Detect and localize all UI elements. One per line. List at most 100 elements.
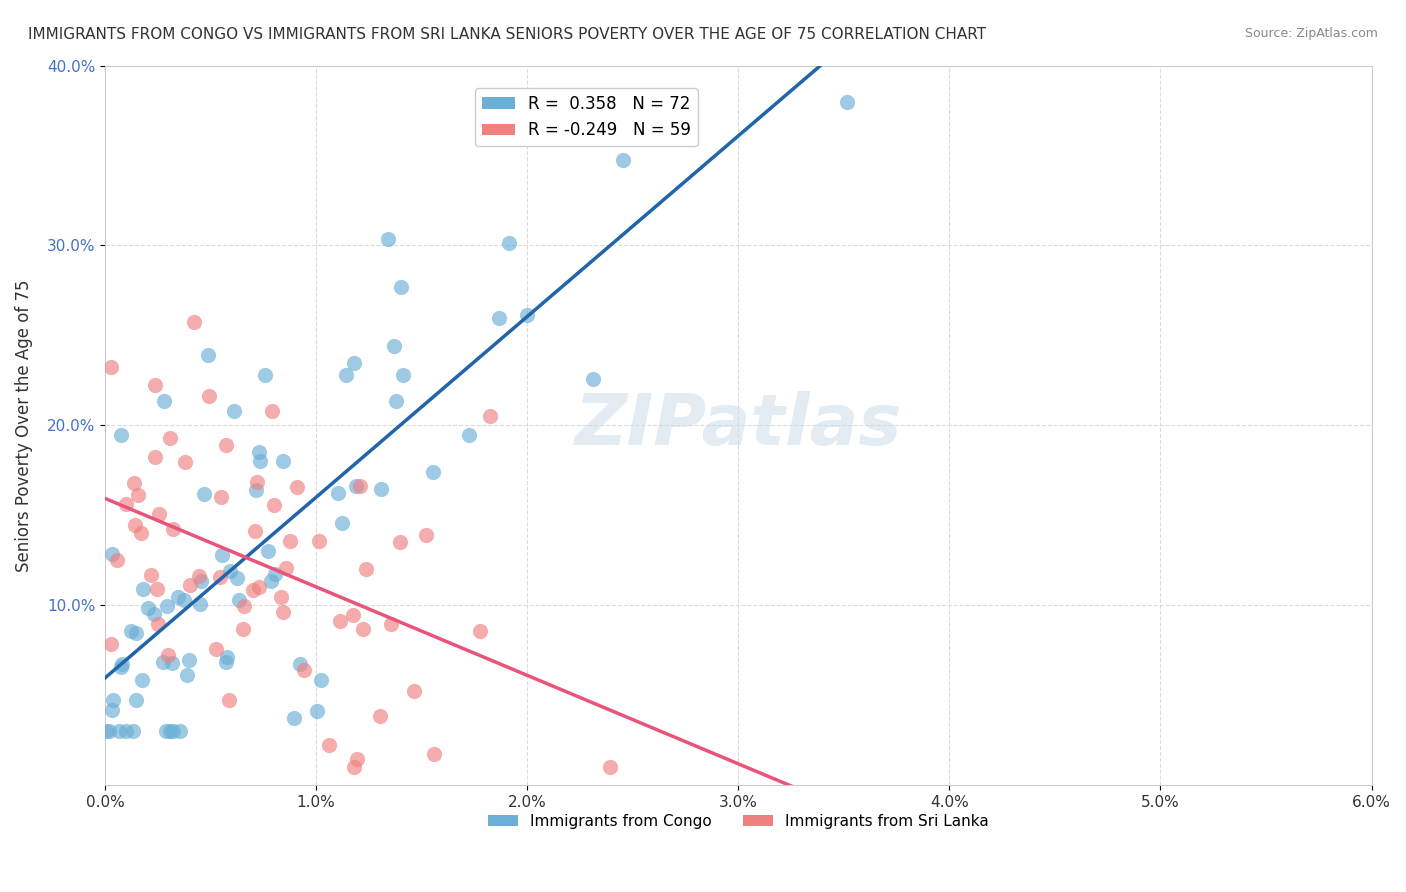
Immigrants from Congo [247,445,270,459]
Immigrants from Congo [169,724,191,739]
Immigrants from Congo [290,657,312,672]
Immigrants from Sri Lanka [115,497,138,511]
Immigrants from Congo [110,660,132,674]
Immigrants from Sri Lanka [174,455,197,469]
Immigrants from Sri Lanka [263,499,285,513]
Immigrants from Congo [389,280,412,294]
Immigrants from Sri Lanka [342,608,364,623]
Immigrants from Congo [197,348,219,362]
Immigrants from Congo [498,235,520,250]
Immigrants from Congo [612,153,634,167]
Immigrants from Sri Lanka [271,605,294,619]
Immigrants from Sri Lanka [402,684,425,698]
Immigrants from Congo [121,724,143,739]
Immigrants from Congo [152,655,174,669]
Text: IMMIGRANTS FROM CONGO VS IMMIGRANTS FROM SRI LANKA SENIORS POVERTY OVER THE AGE : IMMIGRANTS FROM CONGO VS IMMIGRANTS FROM… [28,27,986,42]
Immigrants from Congo [143,607,166,622]
Immigrants from Sri Lanka [162,522,184,536]
Immigrants from Congo [224,404,246,418]
Immigrants from Congo [226,570,249,584]
Immigrants from Sri Lanka [246,475,269,490]
Immigrants from Sri Lanka [380,617,402,632]
Immigrants from Congo [97,724,120,739]
Immigrants from Sri Lanka [146,582,169,596]
Immigrants from Congo [332,516,354,531]
Immigrants from Congo [193,487,215,501]
Immigrants from Congo [108,724,131,739]
Immigrants from Sri Lanka [479,409,502,424]
Immigrants from Sri Lanka [215,438,238,452]
Immigrants from Congo [188,597,211,611]
Text: ZIPatlas: ZIPatlas [575,391,903,460]
Immigrants from Sri Lanka [131,525,153,540]
Immigrants from Congo [159,724,181,739]
Immigrants from Sri Lanka [389,534,412,549]
Text: Source: ZipAtlas.com: Source: ZipAtlas.com [1244,27,1378,40]
Immigrants from Sri Lanka [127,488,149,502]
Immigrants from Sri Lanka [354,562,377,576]
Immigrants from Congo [392,368,415,383]
Immigrants from Congo [328,485,350,500]
Immigrants from Sri Lanka [346,752,368,766]
Immigrants from Sri Lanka [349,478,371,492]
Immigrants from Sri Lanka [143,377,166,392]
Immigrants from Congo [343,355,366,369]
Immigrants from Congo [124,693,146,707]
Immigrants from Congo [260,574,283,589]
Immigrants from Congo [370,482,392,496]
Immigrants from Congo [173,592,195,607]
Immigrants from Sri Lanka [470,624,492,639]
Immigrants from Sri Lanka [247,580,270,594]
Immigrants from Congo [384,394,406,409]
Immigrants from Sri Lanka [146,616,169,631]
Immigrants from Congo [283,711,305,725]
Immigrants from Congo [835,95,858,109]
Immigrants from Sri Lanka [329,615,352,629]
Immigrants from Congo [120,624,142,638]
Immigrants from Congo [309,673,332,687]
Immigrants from Sri Lanka [145,450,167,464]
Immigrants from Congo [516,308,538,322]
Immigrants from Congo [156,599,179,613]
Immigrants from Sri Lanka [141,568,163,582]
Immigrants from Sri Lanka [352,622,374,636]
Immigrants from Sri Lanka [187,569,209,583]
Immigrants from Sri Lanka [211,490,233,504]
Immigrants from Sri Lanka [242,582,264,597]
Immigrants from Congo [162,724,184,739]
Immigrants from Congo [335,368,357,383]
Immigrants from Congo [488,310,510,325]
Immigrants from Sri Lanka [198,389,221,403]
Legend: Immigrants from Congo, Immigrants from Sri Lanka: Immigrants from Congo, Immigrants from S… [481,808,995,835]
Immigrants from Congo [344,479,367,493]
Immigrants from Congo [125,626,148,640]
Immigrants from Sri Lanka [243,524,266,538]
Immigrants from Sri Lanka [159,431,181,445]
Immigrants from Congo [218,564,240,578]
Immigrants from Sri Lanka [599,760,621,774]
Immigrants from Congo [103,693,125,707]
Immigrants from Congo [422,465,444,479]
Immigrants from Sri Lanka [122,476,145,491]
Immigrants from Sri Lanka [318,738,340,752]
Immigrants from Sri Lanka [343,760,366,774]
Immigrants from Congo [131,673,153,688]
Immigrants from Sri Lanka [100,360,122,375]
Immigrants from Sri Lanka [423,747,446,761]
Immigrants from Congo [136,601,159,615]
Immigrants from Sri Lanka [100,637,122,651]
Immigrants from Congo [215,649,238,664]
Immigrants from Congo [110,427,132,442]
Immigrants from Congo [249,454,271,468]
Immigrants from Congo [377,232,399,246]
Immigrants from Congo [114,724,136,739]
Immigrants from Congo [179,653,201,667]
Immigrants from Sri Lanka [278,534,301,549]
Immigrants from Sri Lanka [368,708,391,723]
Immigrants from Congo [111,657,134,671]
Immigrants from Congo [94,724,117,739]
Immigrants from Sri Lanka [124,517,146,532]
Immigrants from Sri Lanka [183,315,205,329]
Immigrants from Sri Lanka [415,528,437,542]
Immigrants from Congo [131,582,153,596]
